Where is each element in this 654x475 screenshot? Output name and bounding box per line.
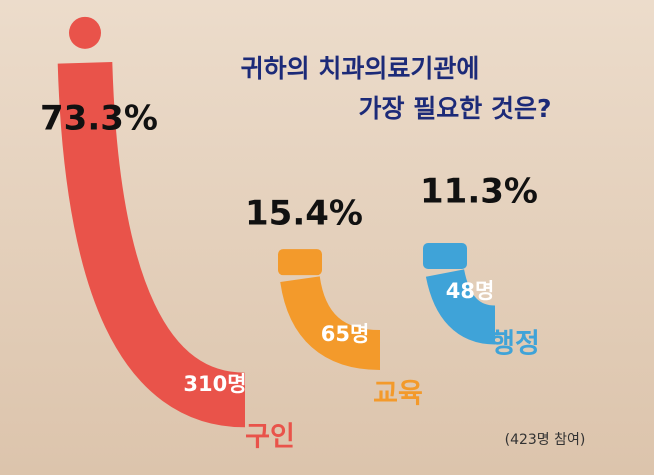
band [425,268,497,345]
icon [278,249,322,276]
title-line: 가장 필요한 것은? [359,94,552,123]
count-label: 65명 [321,322,370,346]
percent-label: 11.3% [420,172,538,212]
count-label: 48명 [446,279,495,303]
note: (423명 참여) [505,432,586,448]
count-label: 310명 [183,372,246,396]
category-label: 행정 [490,329,540,360]
percent-label: 15.4% [245,194,363,234]
icon [423,243,467,270]
title-line: 귀하의 치과의료기관에 [241,54,480,83]
icon-head [69,16,101,49]
category-label: 구인 [245,422,295,453]
percent-label: 73.3% [40,99,158,139]
band [280,275,381,370]
band [57,62,247,428]
category-label: 교육 [373,379,423,410]
